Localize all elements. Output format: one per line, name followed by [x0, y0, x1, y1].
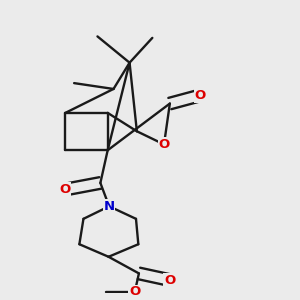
- Text: O: O: [158, 138, 169, 151]
- Text: N: N: [103, 200, 115, 213]
- Text: O: O: [59, 183, 70, 196]
- Text: O: O: [164, 274, 176, 286]
- Text: O: O: [129, 285, 140, 298]
- Text: O: O: [195, 89, 206, 102]
